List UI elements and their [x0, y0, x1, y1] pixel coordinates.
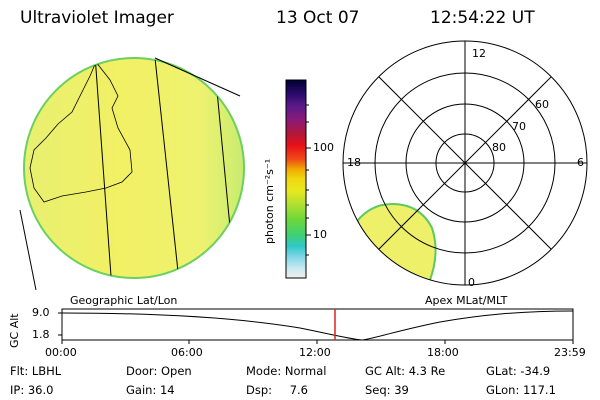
altitude-xtick-4: 23:59	[554, 346, 586, 359]
polar-plot	[342, 40, 588, 286]
colorbar-tick-10: 10	[313, 228, 327, 241]
mlt-label-6: 6	[577, 156, 584, 169]
colorbar-unit-label: photon cm⁻²s⁻¹	[263, 158, 276, 244]
mlt-label-12: 12	[472, 47, 486, 60]
mlt-label-18: 18	[347, 156, 361, 169]
apex-panel-label: Apex MLat/MLT	[425, 294, 508, 307]
status-dsp: Dsp: 7.6	[246, 383, 308, 397]
observation-date: 13 Oct 07	[276, 8, 360, 28]
status-ip-value: 36.0	[27, 383, 54, 397]
status-glon-value: 117.1	[522, 383, 556, 397]
status-door-value: Open	[160, 364, 192, 378]
earth-disk-image	[19, 57, 245, 291]
status-mode: Mode: Normal	[246, 364, 327, 378]
status-door: Door: Open	[126, 364, 192, 378]
geographic-panel-label: Geographic Lat/Lon	[70, 294, 178, 307]
altitude-xtick-0: 00:00	[45, 346, 77, 359]
status-ip: IP: 36.0	[10, 383, 54, 397]
status-gc-alt-value: 4.3 Re	[408, 364, 446, 378]
status-gain-value: 14	[159, 383, 175, 397]
status-gain: Gain: 14	[126, 383, 175, 397]
mlt-label-0: 0	[468, 276, 475, 289]
status-filter: Flt: LBHL	[10, 364, 62, 378]
altitude-ytick-high: 9.0	[32, 306, 50, 319]
status-seq: Seq: 39	[365, 383, 409, 397]
colorbar-tick-100: 100	[313, 141, 334, 154]
status-mode-value: Normal	[284, 364, 327, 378]
colorbar	[285, 79, 311, 279]
status-glon: GLon: 117.1	[486, 383, 556, 397]
status-glat: GLat: -34.9	[486, 364, 551, 378]
mlat-label-60: 60	[535, 98, 549, 111]
status-filter-value: LBHL	[31, 364, 62, 378]
status-gc-alt: GC Alt: 4.3 Re	[365, 364, 446, 378]
altitude-xtick-1: 06:00	[171, 346, 203, 359]
page-title: Ultraviolet Imager	[20, 8, 174, 28]
altitude-xtick-2: 12:00	[299, 346, 331, 359]
status-dsp-value: 7.6	[289, 383, 308, 397]
altitude-ytick-low: 1.8	[32, 328, 50, 341]
status-glat-value: -34.9	[520, 364, 551, 378]
mlat-label-80: 80	[492, 141, 506, 154]
altitude-plot	[58, 308, 574, 344]
observation-time: 12:54:22 UT	[430, 8, 535, 28]
status-seq-value: 39	[394, 383, 409, 397]
altitude-xtick-3: 18:00	[427, 346, 459, 359]
mlat-label-70: 70	[512, 120, 526, 133]
altitude-ylabel: GC Alt	[8, 313, 21, 348]
